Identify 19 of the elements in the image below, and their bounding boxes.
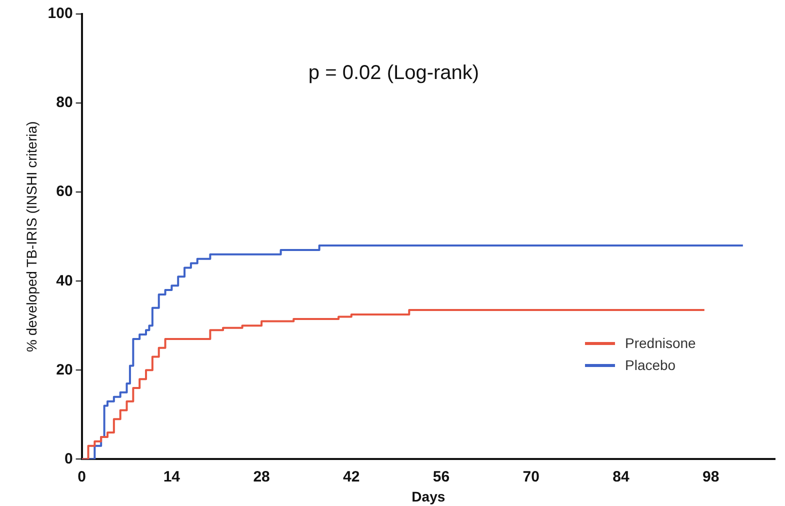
x-tick-label: 42	[343, 468, 360, 486]
x-tick-label: 70	[522, 468, 540, 486]
y-axis-title: % developed TB-IRIS (INSHI criteria)	[23, 121, 40, 352]
y-tick-label: 80	[56, 94, 73, 112]
y-tick-label: 40	[56, 272, 73, 290]
annotation: p = 0.02 (Log-rank)	[308, 62, 480, 84]
x-tick-label: 98	[702, 468, 720, 486]
y-tick-label: 20	[56, 361, 73, 378]
legend-label: Placebo	[625, 357, 676, 373]
y-tick-label: 100	[48, 5, 73, 22]
x-tick-label: 56	[432, 468, 450, 486]
legend-label: Prednisone	[625, 335, 696, 351]
x-tick-label: 0	[78, 468, 86, 486]
x-axis-title: Days	[412, 488, 446, 504]
x-tick-label: 28	[253, 468, 270, 486]
x-tick-label: 14	[163, 468, 181, 486]
y-tick-label: 60	[56, 183, 73, 200]
y-tick-label: 0	[64, 450, 73, 468]
x-tick-label: 84	[612, 468, 630, 486]
